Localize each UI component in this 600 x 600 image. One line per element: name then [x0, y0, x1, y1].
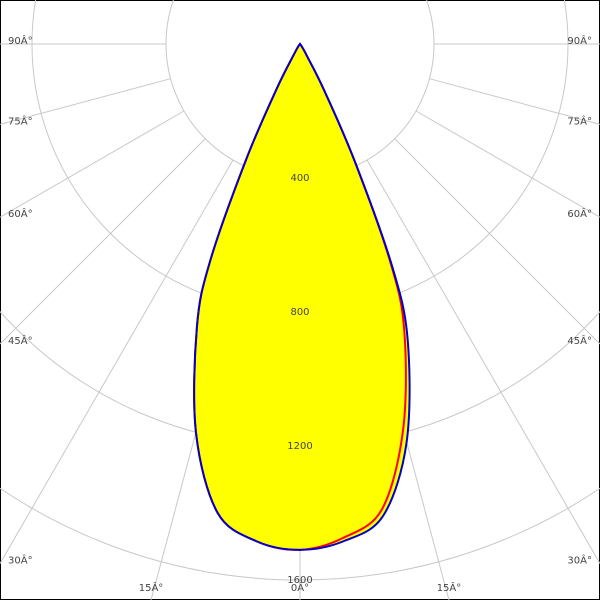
beam-area	[194, 44, 410, 550]
r-tick-label: 800	[290, 307, 309, 318]
angle-label: 30Â°	[8, 554, 33, 567]
r-tick-label: 1600	[287, 575, 312, 586]
grid-line	[0, 78, 171, 125]
grid-line	[394, 138, 600, 345]
angle-label: 30Â°	[567, 554, 592, 567]
angle-label: 90Â°	[567, 34, 592, 47]
r-tick-label: 400	[290, 173, 309, 184]
angle-label: 45Â°	[567, 334, 592, 347]
angle-label: 90Â°	[8, 34, 33, 47]
r-tick-label: 1200	[287, 441, 312, 452]
angle-label: 60Â°	[567, 207, 592, 220]
grid-line	[415, 110, 600, 218]
angle-label: 75Â°	[567, 114, 592, 127]
grid-line	[0, 110, 185, 218]
angle-label: 15Â°	[139, 581, 164, 594]
grid-line	[0, 159, 234, 564]
angle-label: 75Â°	[8, 114, 33, 127]
angle-label: 15Â°	[437, 581, 462, 594]
intensity-curve	[193, 42, 411, 551]
grid-line	[366, 159, 600, 564]
angle-label: 45Â°	[8, 334, 33, 347]
grid-line	[429, 78, 600, 125]
grid-line	[0, 138, 206, 345]
angle-label: 0Â°	[291, 581, 309, 594]
angle-label: 60Â°	[8, 207, 33, 220]
